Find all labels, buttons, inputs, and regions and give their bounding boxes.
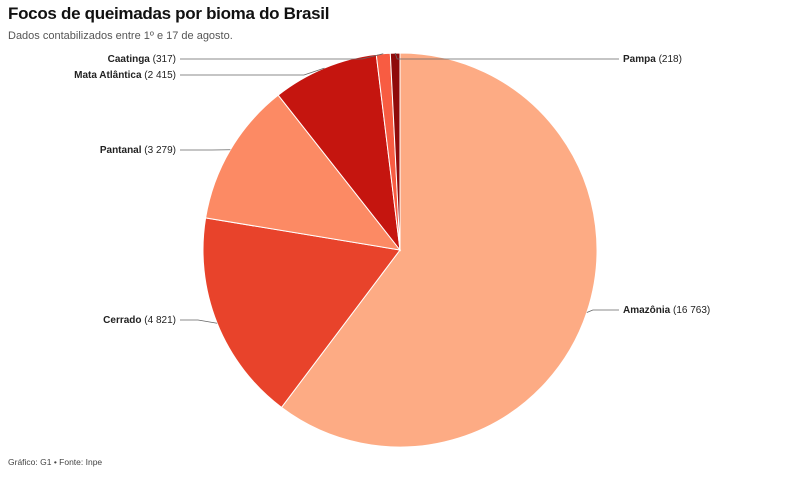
slice-label-pampa: Pampa (218) bbox=[623, 54, 682, 65]
pie-slice-cerrado[interactable] bbox=[202, 217, 401, 409]
slice-label-caatinga: Caatinga (317) bbox=[108, 54, 176, 65]
slice-label-cerrado: Cerrado (4 821) bbox=[103, 315, 176, 326]
pie-slice-pampa[interactable] bbox=[389, 52, 401, 251]
slice-label-pantanal: Pantanal (3 279) bbox=[100, 145, 176, 156]
chart-credit: Gráfico: G1 • Fonte: Inpe bbox=[8, 457, 103, 467]
chart-subtitle: Dados contabilizados entre 1º e 17 de ag… bbox=[8, 30, 233, 42]
leader-line-caatinga bbox=[180, 53, 384, 60]
leader-line-cerrado bbox=[180, 319, 218, 324]
pie-slice-pantanal[interactable] bbox=[205, 94, 402, 251]
slice-label-amazonia: Amazônia (16 763) bbox=[623, 305, 710, 316]
leader-line-amazonia bbox=[586, 309, 619, 313]
leader-line-mata-atlantica bbox=[180, 67, 325, 76]
slice-label-mata-atlantica: Mata Atlântica (2 415) bbox=[74, 70, 176, 81]
chart-title: Focos de queimadas por bioma do Brasil bbox=[8, 4, 330, 23]
leader-line-pampa bbox=[394, 52, 619, 60]
